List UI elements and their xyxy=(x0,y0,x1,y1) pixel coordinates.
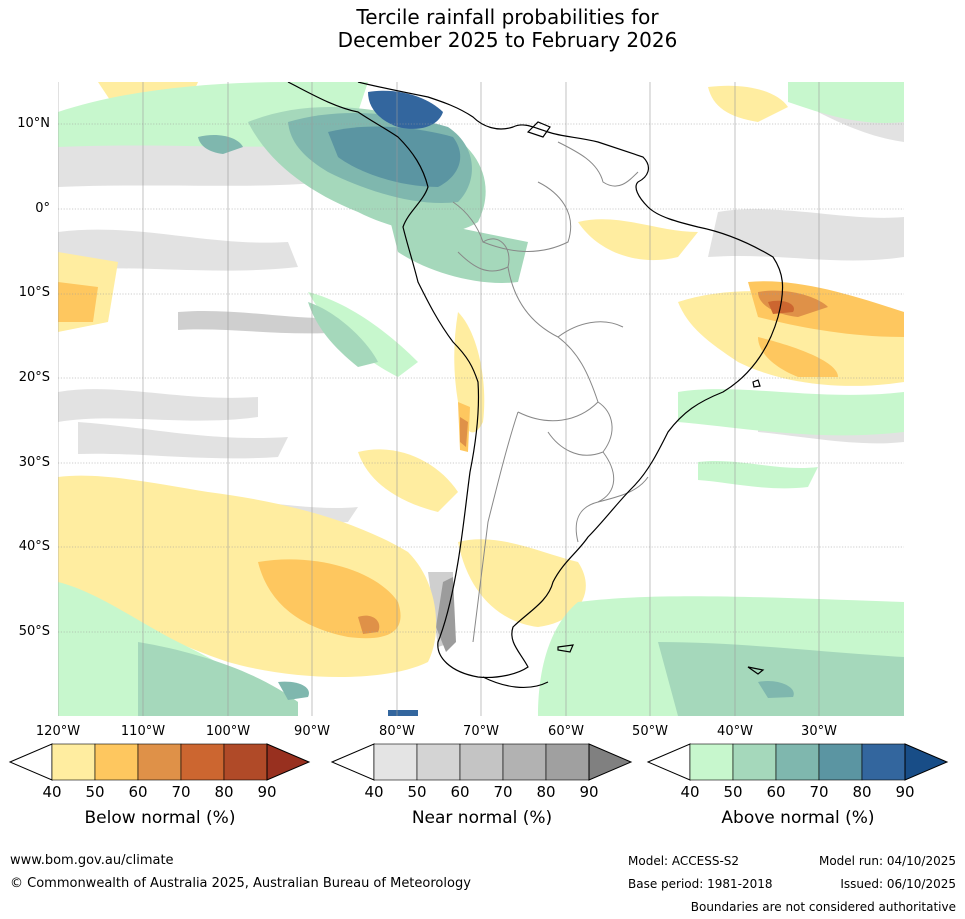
lat-label-30s: 30°S xyxy=(18,455,50,470)
lon-label-50w: 50°W xyxy=(632,724,668,739)
above-tick-60: 60 xyxy=(766,783,786,801)
lon-label-120w: 120°W xyxy=(35,724,81,739)
above-swatch-60-70 xyxy=(775,743,820,781)
above-swatch-80-90 xyxy=(861,743,906,781)
near-swatch-over-90 xyxy=(588,743,633,781)
near-tick-40: 40 xyxy=(364,783,384,801)
footer-model-run: Model run: 04/10/2025 xyxy=(818,854,956,868)
lat-label-50s: 50°S xyxy=(18,624,50,639)
legend-above-normal xyxy=(646,743,949,781)
legend-title-above-normal: Above normal (%) xyxy=(721,808,875,828)
near-tick-50: 50 xyxy=(407,783,427,801)
map-canvas xyxy=(58,82,904,716)
near-tick-90: 90 xyxy=(579,783,599,801)
below-swatch-70-80 xyxy=(180,743,225,781)
below-tick-40: 40 xyxy=(42,783,62,801)
colorbar-below-normal xyxy=(8,743,311,781)
above-tick-70: 70 xyxy=(809,783,829,801)
lat-label-10n: 10°N xyxy=(17,116,50,131)
above-swatch-50-60 xyxy=(732,743,777,781)
legend-title-below-normal: Below normal (%) xyxy=(84,808,236,828)
near-swatch-40-50 xyxy=(373,743,418,781)
footer-model: Model: ACCESS-S2 xyxy=(628,854,740,868)
legend-near-normal xyxy=(330,743,633,781)
near-tick-70: 70 xyxy=(493,783,513,801)
below-tick-50: 50 xyxy=(85,783,105,801)
lon-label-40w: 40°W xyxy=(717,724,753,739)
lat-label-20s: 20°S xyxy=(18,370,50,385)
colorbar-above-normal xyxy=(646,743,949,781)
near-swatch-60-70 xyxy=(459,743,504,781)
above-tick-80: 80 xyxy=(852,783,872,801)
lat-label-40s: 40°S xyxy=(18,539,50,554)
coastline xyxy=(287,82,784,688)
near-swatch-80-90 xyxy=(545,743,590,781)
footer-url[interactable]: www.bom.gov.au/climate xyxy=(10,853,174,868)
probability-map xyxy=(58,82,904,716)
below-swatch-40-50 xyxy=(51,743,96,781)
above-swatch-70-80 xyxy=(818,743,863,781)
above-tick-50: 50 xyxy=(723,783,743,801)
footer-copyright: © Commonwealth of Australia 2025, Austra… xyxy=(10,876,471,891)
near-swatch-70-80 xyxy=(502,743,547,781)
graticule xyxy=(58,82,904,716)
lat-label-0: 0° xyxy=(35,201,50,216)
colorbar-near-normal xyxy=(330,743,633,781)
country-borders xyxy=(452,141,649,643)
below-swatch-80-90 xyxy=(223,743,268,781)
legend-title-near-normal: Near normal (%) xyxy=(411,808,553,828)
near-tick-60: 60 xyxy=(450,783,470,801)
near-swatch-50-60 xyxy=(416,743,461,781)
above-tick-40: 40 xyxy=(680,783,700,801)
lon-label-30w: 30°W xyxy=(801,724,837,739)
lon-label-60w: 60°W xyxy=(548,724,584,739)
legend-below-normal xyxy=(8,743,311,781)
footer-issued: Issued: 06/10/2025 xyxy=(840,877,956,891)
near-tick-80: 80 xyxy=(536,783,556,801)
map-title-line-1: Tercile rainfall probabilities for xyxy=(356,5,659,29)
lon-label-80w: 80°W xyxy=(379,724,415,739)
lon-label-70w: 70°W xyxy=(463,724,499,739)
above-swatch-over-90 xyxy=(904,743,949,781)
below-tick-60: 60 xyxy=(128,783,148,801)
above-swatch-40-50 xyxy=(689,743,734,781)
below-swatch-over-90 xyxy=(266,743,311,781)
below-tick-80: 80 xyxy=(214,783,234,801)
above-tick-90: 90 xyxy=(895,783,915,801)
below-tick-90: 90 xyxy=(257,783,277,801)
below-tick-70: 70 xyxy=(171,783,191,801)
map-title-line-2: December 2025 to February 2026 xyxy=(337,28,678,52)
below-swatch-60-70 xyxy=(137,743,182,781)
footer-disclaimer: Boundaries are not considered authoritat… xyxy=(690,900,956,914)
lon-label-110w: 110°W xyxy=(120,724,166,739)
footer-base-period: Base period: 1981-2018 xyxy=(628,877,773,891)
lon-label-90w: 90°W xyxy=(294,724,330,739)
lon-label-100w: 100°W xyxy=(205,724,251,739)
below-swatch-50-60 xyxy=(94,743,139,781)
lat-label-10s: 10°S xyxy=(18,285,50,300)
